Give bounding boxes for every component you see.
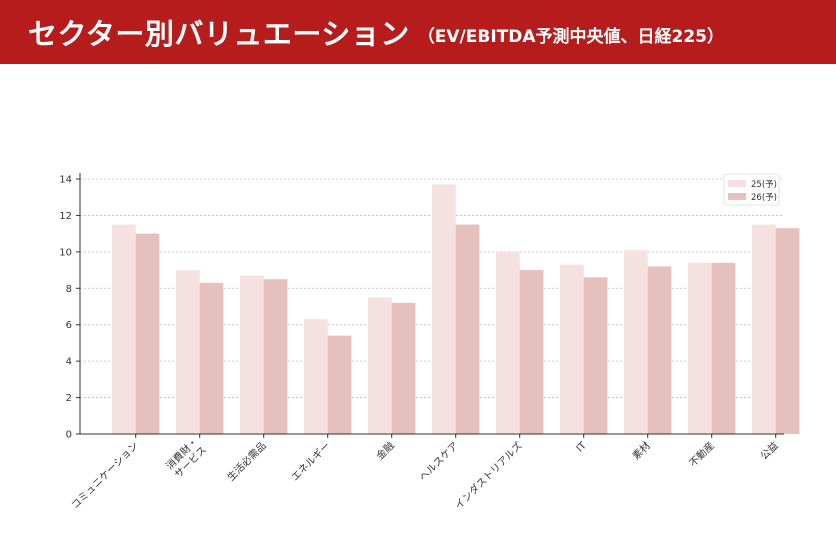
x-tick-label-line: エネルギー bbox=[289, 440, 333, 484]
x-tick-label-line: IT bbox=[575, 440, 590, 455]
bar-25-0 bbox=[112, 224, 136, 434]
x-tick-label-line: 素材 bbox=[629, 439, 652, 462]
x-tick-label-line: ヘルスケア bbox=[417, 440, 461, 484]
bar-26-0 bbox=[135, 233, 160, 434]
y-tick-label: 14 bbox=[59, 175, 72, 186]
bar-25-5 bbox=[432, 184, 456, 434]
x-tick-label: 生活必需品 bbox=[224, 439, 269, 484]
y-tick-label: 2 bbox=[66, 393, 72, 404]
x-tick-label: ヘルスケア bbox=[417, 440, 461, 484]
bar-25-10 bbox=[752, 224, 776, 434]
bar-25-1 bbox=[176, 270, 200, 434]
x-tick-label-line: 金融 bbox=[373, 439, 396, 462]
bar-chart: 0 2 4 6 8 10 12 14 コミュニケーション 消費財・サービス 生活必需品 エネルギー 金融… bbox=[59, 173, 800, 512]
x-tick-label: 不動産 bbox=[686, 439, 716, 469]
x-tick-label: エネルギー bbox=[289, 440, 333, 484]
bar-25-2 bbox=[240, 275, 264, 434]
x-tick-label: 素材 bbox=[629, 439, 652, 462]
bar-26-2 bbox=[263, 279, 288, 434]
page-subtitle: （EV/EBITDA予測中央値、日経225） bbox=[417, 26, 724, 47]
y-tick-label: 6 bbox=[66, 320, 72, 331]
x-tick-label: 金融 bbox=[373, 439, 396, 462]
y-tick-label: 12 bbox=[59, 211, 72, 222]
page-title: セクター別バリュエーション bbox=[28, 17, 410, 51]
bar-25-8 bbox=[624, 250, 648, 434]
bar-26-4 bbox=[391, 302, 416, 434]
x-tick-label-line: インダストリアルズ bbox=[452, 439, 525, 512]
bar-26-9 bbox=[711, 262, 736, 434]
legend-swatch-26 bbox=[728, 193, 746, 200]
x-tick-label-line: 不動産 bbox=[686, 439, 716, 469]
legend-swatch-25 bbox=[728, 180, 746, 187]
bar-26-8 bbox=[647, 266, 672, 434]
y-tick-label: 0 bbox=[66, 430, 72, 441]
bar-25-4 bbox=[368, 297, 392, 434]
bar-26-1 bbox=[199, 282, 224, 434]
bar-25-6 bbox=[496, 251, 520, 434]
x-tick-label: コミュニケーション bbox=[69, 440, 141, 512]
x-tick-label-line: 公益 bbox=[757, 439, 780, 462]
y-tick-label: 10 bbox=[59, 247, 72, 258]
legend-label-25: 25(予) bbox=[751, 180, 777, 190]
y-tick-label: 8 bbox=[66, 284, 72, 295]
x-tick-label: IT bbox=[575, 440, 590, 455]
header-banner: セクター別バリュエーション （EV/EBITDA予測中央値、日経225） bbox=[0, 0, 836, 64]
bar-26-10 bbox=[775, 228, 800, 434]
y-tick-label: 4 bbox=[66, 357, 72, 368]
bar-25-7 bbox=[560, 264, 584, 434]
bar-25-3 bbox=[304, 319, 328, 434]
x-tick-label-line: 生活必需品 bbox=[224, 439, 269, 484]
bar-26-6 bbox=[519, 270, 544, 434]
bar-26-3 bbox=[327, 335, 352, 434]
x-tick-label: 消費財・サービス bbox=[163, 435, 209, 481]
bar-25-9 bbox=[688, 262, 712, 434]
bar-26-7 bbox=[583, 277, 608, 434]
x-tick-label-line: コミュニケーション bbox=[69, 440, 141, 512]
legend-label-26: 26(予) bbox=[751, 193, 777, 203]
x-tick-label: 公益 bbox=[757, 439, 780, 462]
bar-26-5 bbox=[455, 224, 480, 434]
x-tick-label: インダストリアルズ bbox=[452, 439, 525, 512]
